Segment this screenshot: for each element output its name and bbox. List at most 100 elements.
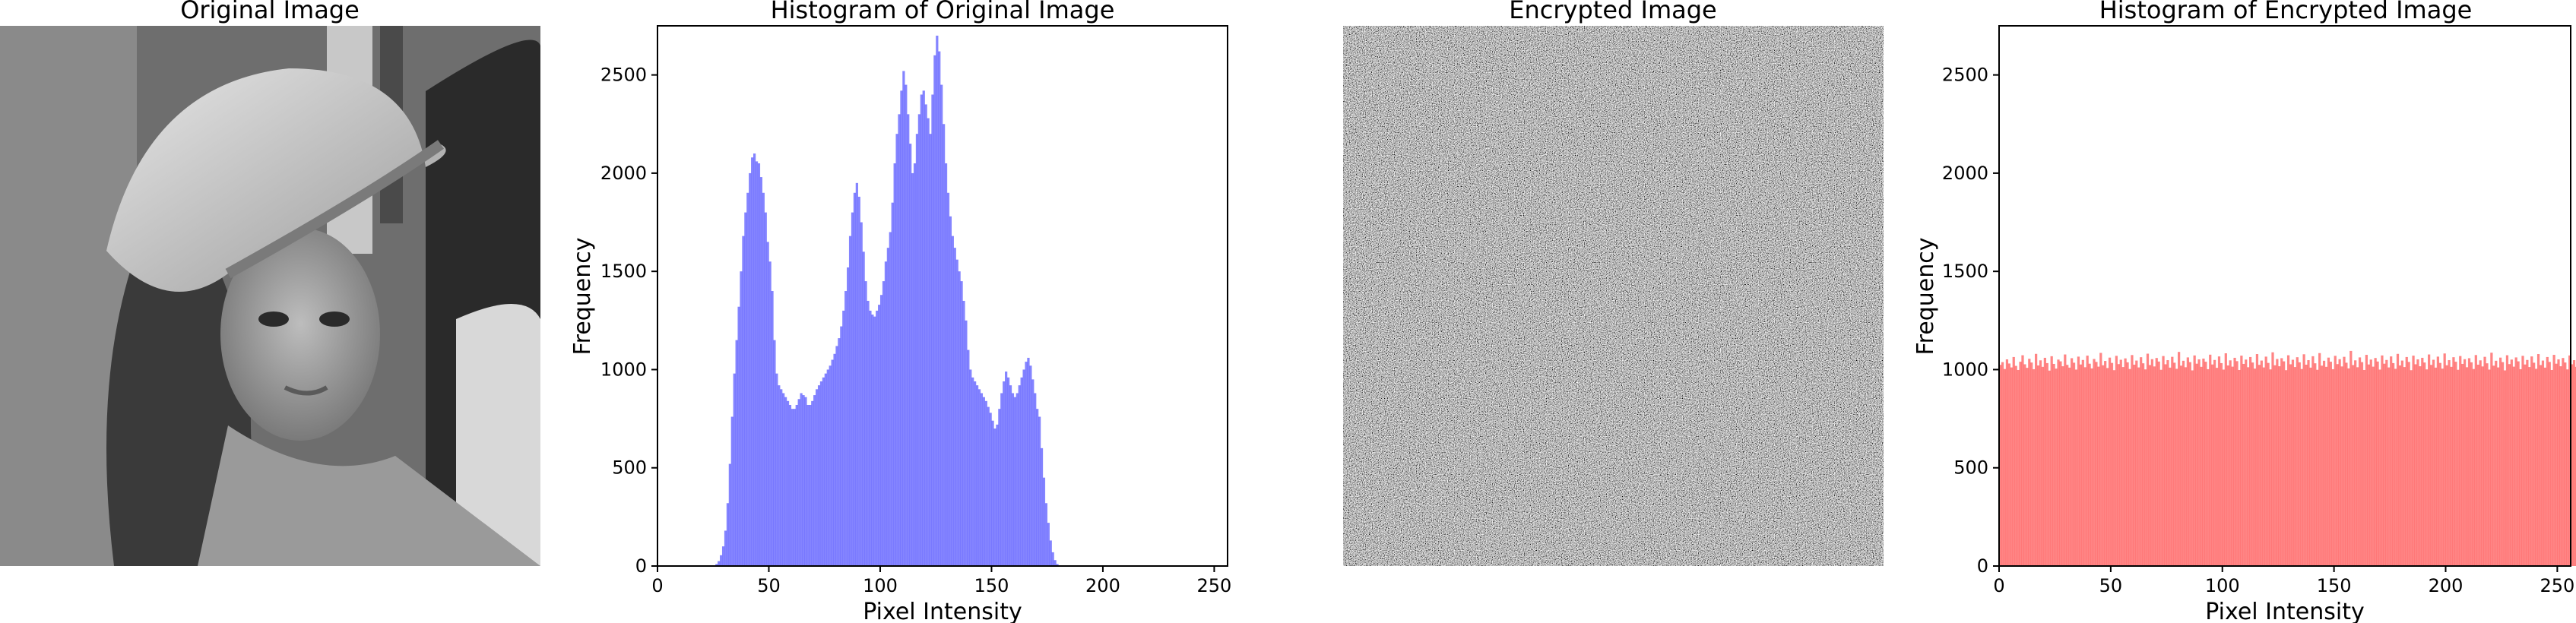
histogram-bar	[788, 404, 792, 566]
histogram-bar	[2017, 369, 2020, 566]
histogram-bar	[2448, 360, 2451, 566]
histogram-bar	[2340, 366, 2343, 566]
histogram-bar	[2057, 359, 2060, 566]
histogram-bar	[2517, 361, 2520, 566]
histogram-bar	[2452, 357, 2455, 566]
histogram-bar	[2318, 353, 2321, 566]
histogram-bar	[909, 144, 912, 566]
histogram-bar	[2383, 363, 2386, 566]
histogram-bar	[2215, 368, 2219, 566]
x-tick-label: 250	[1197, 575, 1232, 596]
histogram-bar	[2552, 355, 2555, 566]
histogram-bar	[991, 420, 994, 566]
histogram-bar	[971, 377, 974, 566]
histogram-bar	[2316, 369, 2319, 566]
histogram-bar	[737, 306, 740, 566]
histogram-bar	[753, 153, 756, 567]
histogram-bar	[2048, 370, 2051, 566]
histogram-bar	[2119, 359, 2122, 566]
histogram-bar	[967, 349, 970, 566]
histogram-bar	[824, 373, 827, 566]
histogram-bar	[2438, 362, 2441, 566]
histogram-bar	[1056, 564, 1059, 566]
histogram-bar	[2224, 353, 2227, 566]
histogram-bar	[924, 104, 927, 567]
histogram-bar	[2541, 360, 2545, 566]
histogram-bar	[2490, 353, 2493, 566]
histogram-bar	[786, 400, 790, 566]
histogram-bar	[2146, 353, 2150, 566]
histogram-bar	[2508, 364, 2511, 566]
histogram-bar	[962, 300, 965, 566]
histogram-bar	[2338, 359, 2341, 566]
histogram-bar	[2231, 366, 2234, 566]
encrypted-histogram-xlabel: Pixel Intensity	[2205, 599, 2365, 623]
histogram-bar	[806, 404, 810, 566]
histogram-bar	[831, 359, 834, 566]
histogram-bar	[2441, 368, 2444, 566]
histogram-bar	[2030, 362, 2033, 566]
histogram-bar	[2501, 362, 2505, 566]
histogram-bar	[813, 395, 816, 566]
histogram-bar	[2178, 352, 2181, 566]
histogram-bar	[2050, 356, 2053, 566]
histogram-bar	[2445, 365, 2448, 566]
histogram-bar	[2247, 367, 2250, 566]
histogram-bar	[2548, 362, 2551, 566]
histogram-bar	[2102, 365, 2105, 566]
histogram-bar	[2026, 368, 2029, 566]
histogram-bar	[857, 196, 860, 566]
histogram-bar	[1042, 477, 1046, 566]
original-image	[0, 26, 540, 566]
histogram-bar	[2510, 359, 2513, 566]
histogram-bar	[2010, 367, 2013, 566]
histogram-bar	[751, 157, 754, 567]
histogram-bar	[744, 212, 747, 566]
histogram-bar	[2150, 359, 2153, 566]
histogram-bar	[873, 316, 876, 566]
histogram-bar	[2083, 367, 2086, 566]
histogram-bar	[811, 400, 814, 566]
histogram-bar	[2171, 356, 2174, 566]
histogram-bar	[2039, 360, 2042, 566]
histogram-bar	[1027, 357, 1030, 566]
histogram-bar	[2454, 362, 2457, 566]
histogram-bar	[2568, 355, 2571, 566]
histogram-bar	[2543, 367, 2546, 566]
histogram-bar	[720, 555, 723, 566]
histogram-bar	[1018, 385, 1021, 566]
histogram-bar	[2533, 362, 2536, 566]
histogram-bar	[886, 248, 889, 566]
histogram-bar	[2360, 362, 2364, 566]
histogram-bar	[1047, 523, 1050, 566]
y-tick-label: 1000	[1942, 359, 1988, 380]
histogram-bar	[1005, 372, 1008, 566]
histogram-bar	[2001, 362, 2004, 566]
original-histogram-title: Histogram of Original Image	[771, 0, 1115, 24]
histogram-bar	[851, 212, 854, 566]
histogram-bar	[2562, 358, 2565, 566]
histogram-bar	[2486, 363, 2489, 566]
histogram-bar	[1034, 393, 1037, 566]
histogram-bar	[982, 397, 985, 566]
histogram-bar	[2262, 367, 2265, 566]
histogram-bar	[2539, 365, 2543, 566]
histogram-bar	[800, 393, 803, 566]
histogram-bar	[721, 546, 725, 566]
histogram-bar	[819, 381, 823, 566]
histogram-bar	[2298, 362, 2301, 566]
histogram-bar	[2476, 364, 2479, 566]
histogram-bar	[2324, 366, 2328, 566]
histogram-bar	[2153, 366, 2156, 566]
histogram-bar	[2117, 364, 2120, 566]
encrypted-histogram-panel: Histogram of Encrypted Image 0 50 100 150 20…	[1912, 0, 2576, 623]
histogram-bar	[2155, 358, 2158, 566]
histogram-bar	[2457, 369, 2460, 566]
histogram-bar	[804, 397, 807, 566]
histogram-bar	[907, 114, 910, 567]
histogram-bar	[2450, 366, 2453, 566]
histogram-bar	[946, 192, 950, 566]
histogram-bar	[2566, 369, 2569, 566]
histogram-bar	[1016, 393, 1019, 566]
histogram-bar	[780, 389, 783, 566]
